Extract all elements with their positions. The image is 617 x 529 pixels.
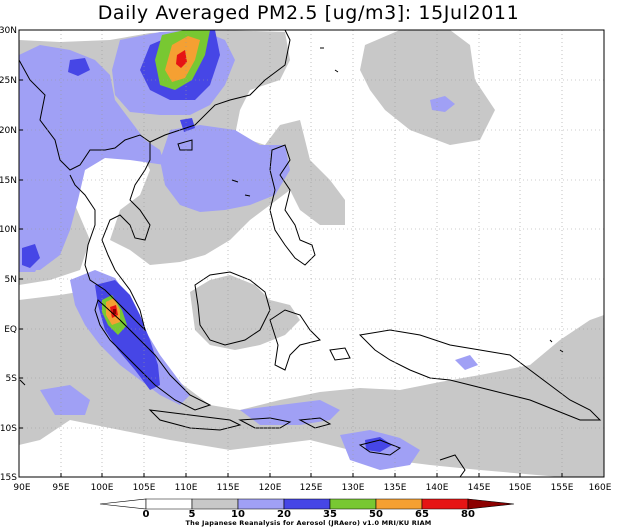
lon-label-120e: 120E — [259, 483, 282, 493]
lon-label-115e: 115E — [217, 483, 240, 493]
colorbar-segment-7 — [421, 498, 469, 510]
lon-label-135e: 135E — [384, 483, 407, 493]
lon-label-160e: 160E — [589, 483, 612, 493]
colorbar-labels: 0 5 10 20 35 50 65 80 — [143, 509, 475, 520]
colorbar-segment-1 — [145, 498, 193, 510]
map-title: Daily Averaged PM2.5 [ug/m3]: 15Jul2011 — [97, 2, 520, 24]
latitude-labels: 30N 25N 20N 15N 10N 5N EQ 5S 10S 15S — [0, 26, 17, 483]
lat-label-15n: 15N — [0, 176, 17, 186]
lat-label-30n: 30N — [0, 26, 17, 36]
lat-label-5n: 5N — [5, 275, 17, 285]
lat-label-15s: 15S — [0, 473, 17, 483]
level-80-plus-darkred — [113, 309, 116, 314]
colorbar-segment-4 — [283, 498, 331, 510]
colorbar-segment-5 — [329, 498, 377, 510]
colorbar-label-20: 20 — [277, 509, 291, 520]
lat-label-10n: 10N — [0, 225, 17, 235]
lon-label-140e: 140E — [426, 483, 449, 493]
lat-label-25n: 25N — [0, 76, 17, 86]
colorbar-segment-3 — [237, 498, 285, 510]
colorbar-label-65: 65 — [415, 509, 429, 520]
colorbar-segment-6 — [375, 498, 423, 510]
lat-label-10s: 10S — [0, 424, 17, 434]
colorbar-label-5: 5 — [189, 509, 196, 520]
colorbar-label-35: 35 — [323, 509, 337, 520]
lon-label-145e: 145E — [468, 483, 491, 493]
lon-label-130e: 130E — [342, 483, 365, 493]
lat-label-5s: 5S — [6, 374, 18, 384]
colorbar-segment-0 — [99, 498, 147, 510]
lon-label-100e: 100E — [91, 483, 114, 493]
lon-label-95e: 95E — [52, 483, 69, 493]
colorbar-label-10: 10 — [231, 509, 245, 520]
concentration-field — [19, 30, 604, 477]
lat-label-20n: 20N — [0, 126, 17, 136]
colorbar-label-0: 0 — [143, 509, 150, 520]
longitude-labels: 90E 95E 100E 105E 110E 115E 120E 125E 13… — [13, 483, 611, 493]
graticule — [19, 30, 604, 477]
lon-label-110e: 110E — [175, 483, 198, 493]
colorbar-segment-2 — [191, 498, 239, 510]
colorbar-label-80: 80 — [461, 509, 475, 520]
lon-label-125e: 125E — [300, 483, 323, 493]
lon-label-105e: 105E — [133, 483, 156, 493]
lon-label-150e: 150E — [509, 483, 532, 493]
colorbar-label-50: 50 — [369, 509, 383, 520]
coastlines — [19, 30, 602, 477]
credit-line: The Japanese Reanalysis for Aerosol (JRA… — [185, 519, 432, 527]
colorbar-segment-8 — [467, 498, 515, 510]
axis-ticks — [18, 29, 605, 478]
lon-label-90e: 90E — [13, 483, 30, 493]
lat-label-eq: EQ — [4, 325, 17, 335]
colorbar — [99, 498, 515, 510]
lon-label-155e: 155E — [551, 483, 574, 493]
